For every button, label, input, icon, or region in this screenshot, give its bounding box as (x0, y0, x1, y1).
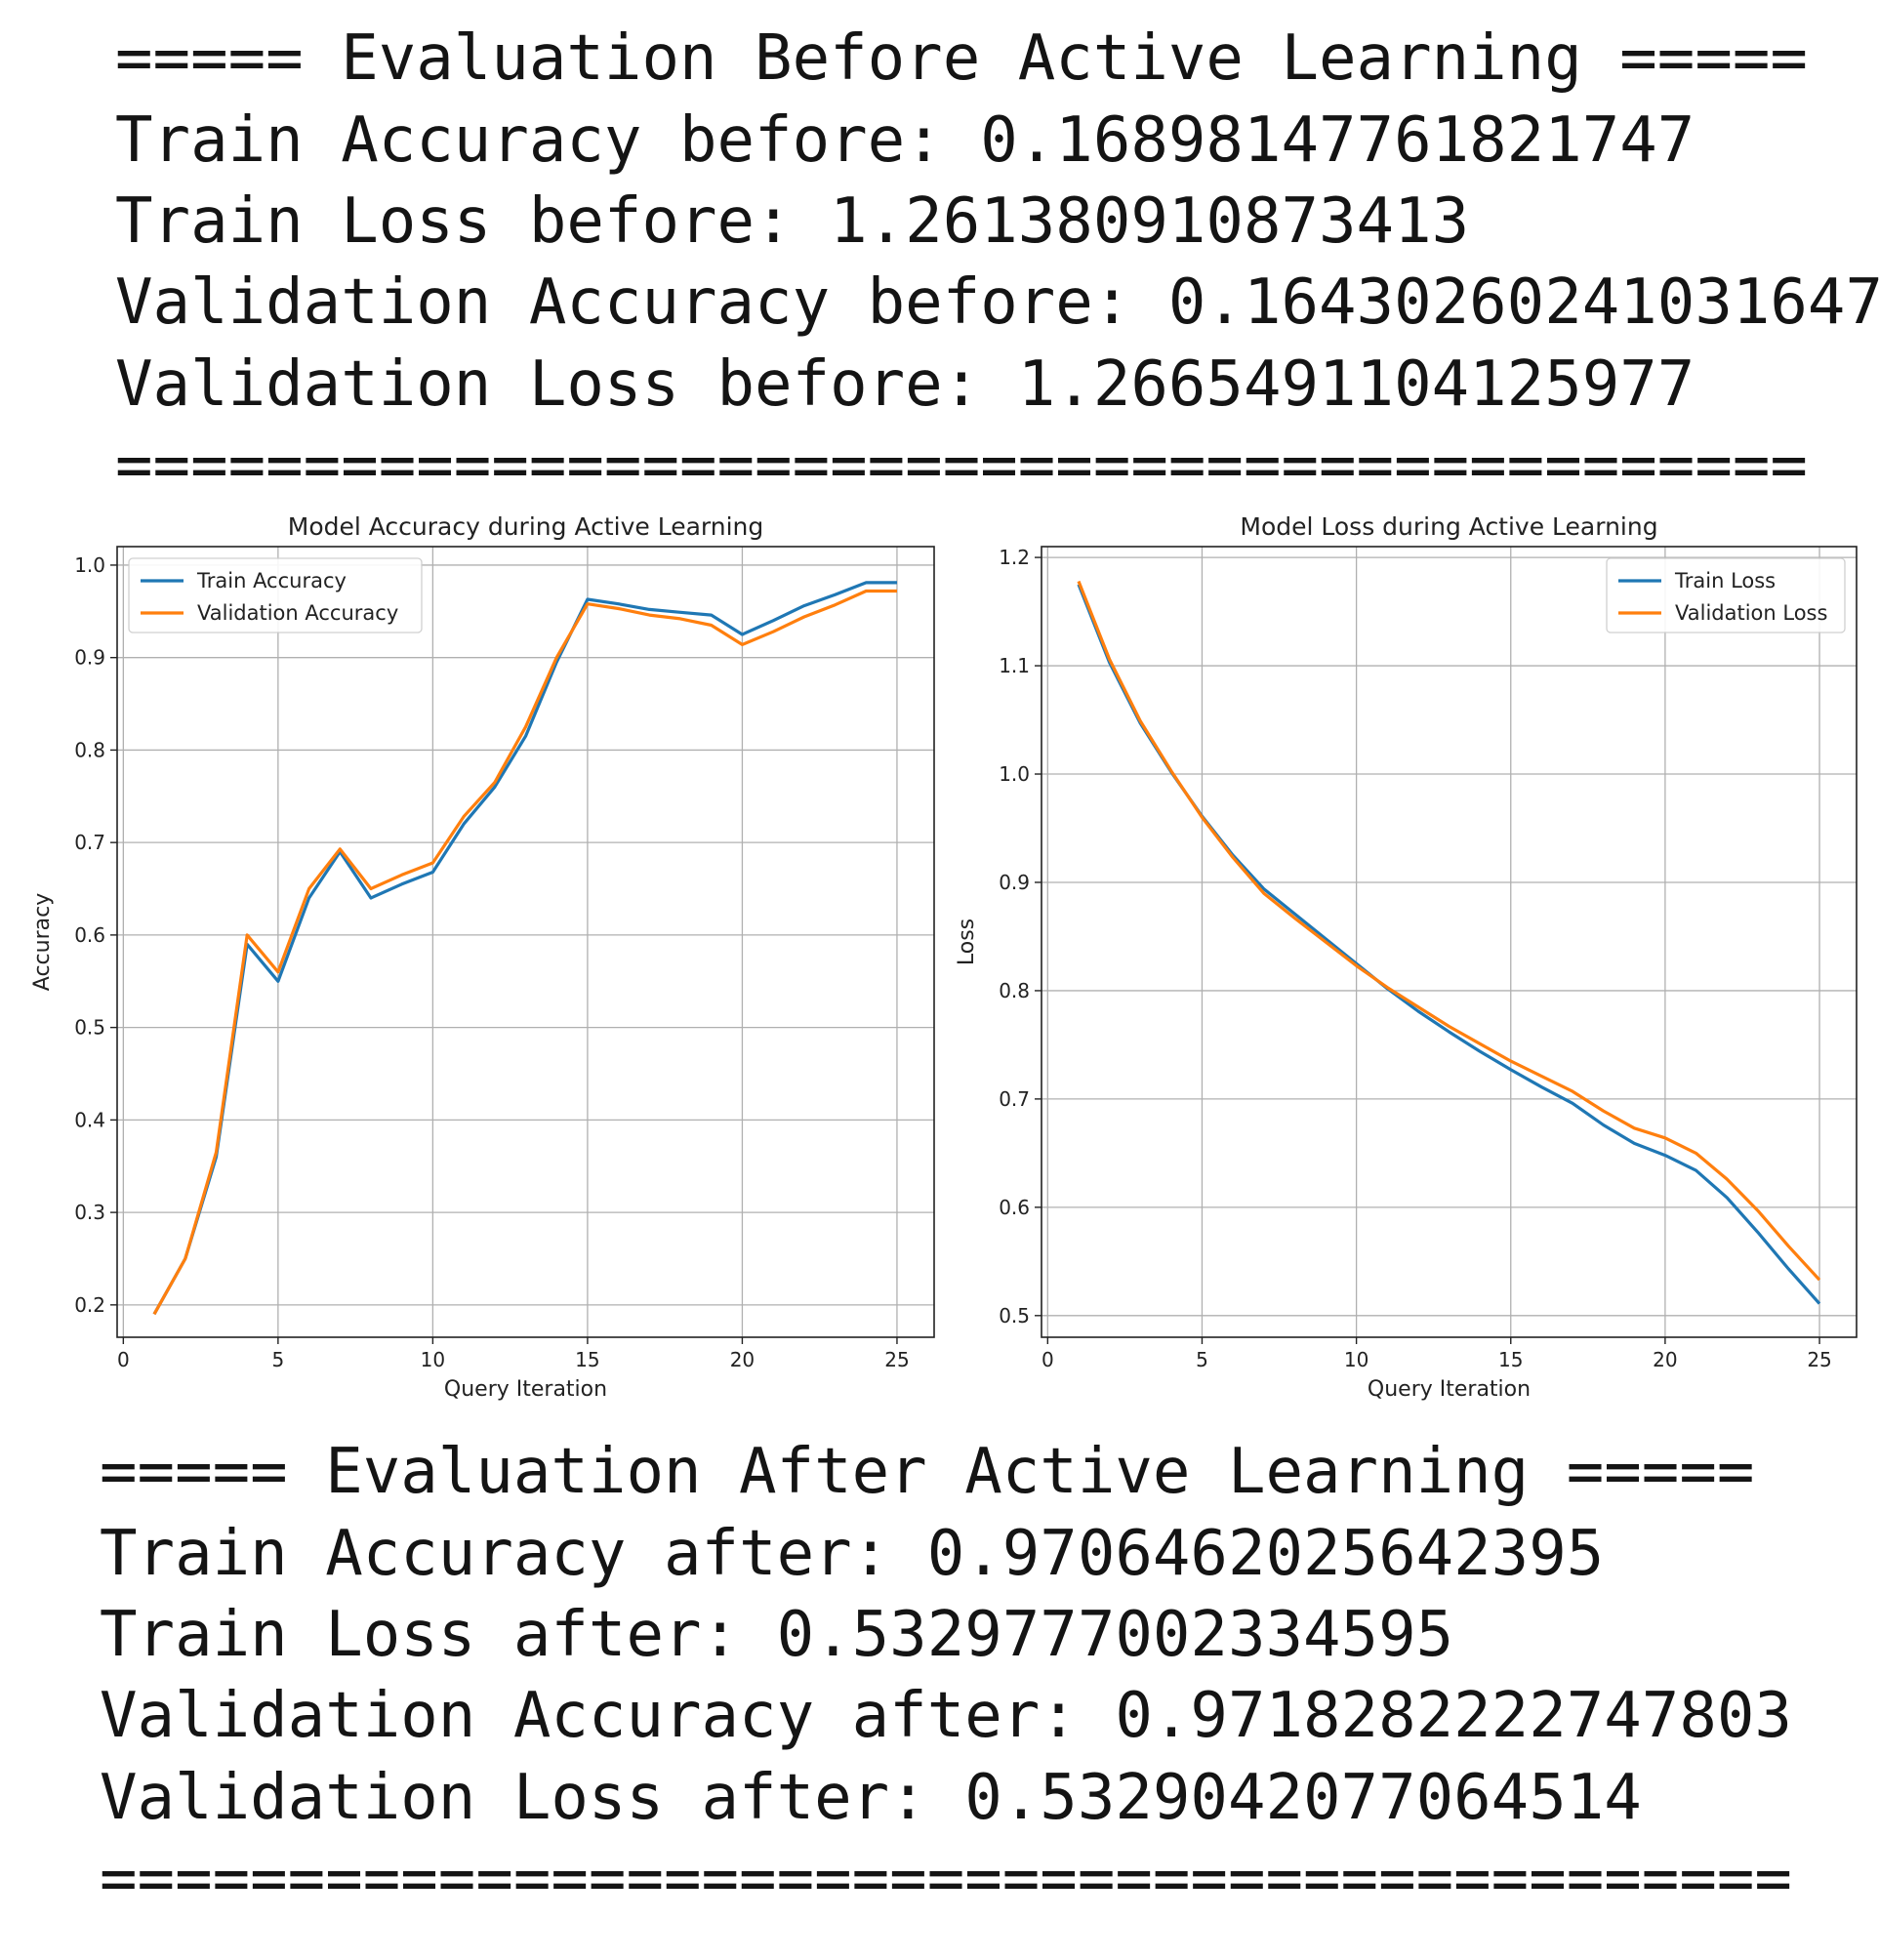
plot-frame (116, 546, 935, 1338)
before-footer: ========================================… (115, 429, 1808, 502)
validation-accuracy-before: Validation Accuracy before: 0.1643026024… (115, 266, 1879, 339)
series-line-validation-loss (1077, 580, 1821, 1282)
x-tick-label: 10 (421, 1348, 445, 1371)
legend-label: Validation Loss (1675, 601, 1827, 625)
chart-title: Model Loss during Active Learning (1240, 512, 1657, 541)
legend-label: Train Accuracy (196, 569, 347, 592)
y-tick-label: 0.5 (999, 1304, 1030, 1327)
legend-box (1606, 557, 1846, 633)
x-tick-label: 15 (1498, 1348, 1523, 1371)
series-line-train-loss (1077, 584, 1821, 1305)
y-tick-label: 1.2 (999, 546, 1030, 569)
y-tick-label: 0.9 (74, 646, 105, 670)
after-footer: ========================================… (100, 1843, 1792, 1915)
x-tick-label: 0 (117, 1348, 130, 1371)
legend-box (128, 557, 423, 633)
series-line-validation-accuracy (152, 589, 897, 1316)
y-axis-label: Loss (955, 919, 979, 965)
train-accuracy-after: Train Accuracy after: 0.9706462025642395 (100, 1518, 1605, 1590)
y-tick-label: 0.8 (74, 738, 105, 761)
train-loss-before: Train Loss before: 1.261380910873413 (115, 185, 1470, 258)
accuracy-chart: 0 5 10 15 20 25 0.2 0.3 0.4 0.5 0.6 0.7 0.8 0.9 1.0 Mod… (30, 512, 935, 1402)
y-tick-label: 0.3 (74, 1201, 105, 1224)
x-tick-label: 5 (1196, 1348, 1208, 1371)
y-tick-label: 0.8 (999, 979, 1030, 1002)
x-tick-label: 20 (730, 1348, 755, 1371)
y-axis-label: Accuracy (30, 893, 55, 991)
x-tick-label: 0 (1042, 1348, 1054, 1371)
before-header: ===== Evaluation Before Active Learning … (115, 22, 1808, 95)
x-axis-label: Query Iteration (444, 1377, 607, 1402)
legend-label: Validation Accuracy (197, 601, 398, 625)
x-tick-label: 15 (575, 1348, 599, 1371)
loss-chart: 0 5 10 15 20 25 0.5 0.6 0.7 0.8 0.9 1.0 1.1 1.2 Model … (955, 512, 1858, 1402)
y-tick-label: 1.0 (74, 553, 105, 577)
y-tick-label: 0.9 (999, 871, 1030, 894)
y-tick-label: 0.5 (74, 1016, 105, 1040)
x-tick-label: 5 (271, 1348, 284, 1371)
series-line-train-accuracy (152, 581, 897, 1316)
validation-loss-after: Validation Loss after: 0.532904207706451… (100, 1762, 1642, 1834)
plot-frame (1041, 546, 1858, 1338)
legend-label: Train Loss (1674, 569, 1776, 592)
train-accuracy-before: Train Accuracy before: 0.168981477618217… (115, 104, 1695, 177)
y-tick-label: 0.4 (74, 1108, 105, 1131)
validation-loss-before: Validation Loss before: 1.26654911041259… (115, 348, 1695, 421)
x-axis-label: Query Iteration (1368, 1377, 1531, 1402)
y-tick-label: 1.0 (999, 762, 1030, 786)
validation-accuracy-after: Validation Accuracy after: 0.97182822227… (100, 1680, 1792, 1752)
x-tick-label: 20 (1653, 1348, 1677, 1371)
y-tick-label: 0.7 (999, 1087, 1030, 1111)
y-tick-label: 0.7 (74, 831, 105, 854)
x-tick-label: 10 (1344, 1348, 1368, 1371)
y-tick-label: 0.6 (74, 923, 105, 947)
y-tick-label: 0.2 (74, 1293, 105, 1317)
x-tick-label: 25 (884, 1348, 909, 1371)
x-tick-label: 25 (1807, 1348, 1831, 1371)
train-loss-after: Train Loss after: 0.532977700233459​5 (100, 1599, 1454, 1671)
y-tick-label: 0.6 (999, 1196, 1030, 1219)
chart-title: Model Accuracy during Active Learning (288, 512, 764, 541)
y-tick-label: 1.1 (999, 654, 1030, 677)
after-header: ===== Evaluation After Active Learning =… (100, 1436, 1755, 1508)
